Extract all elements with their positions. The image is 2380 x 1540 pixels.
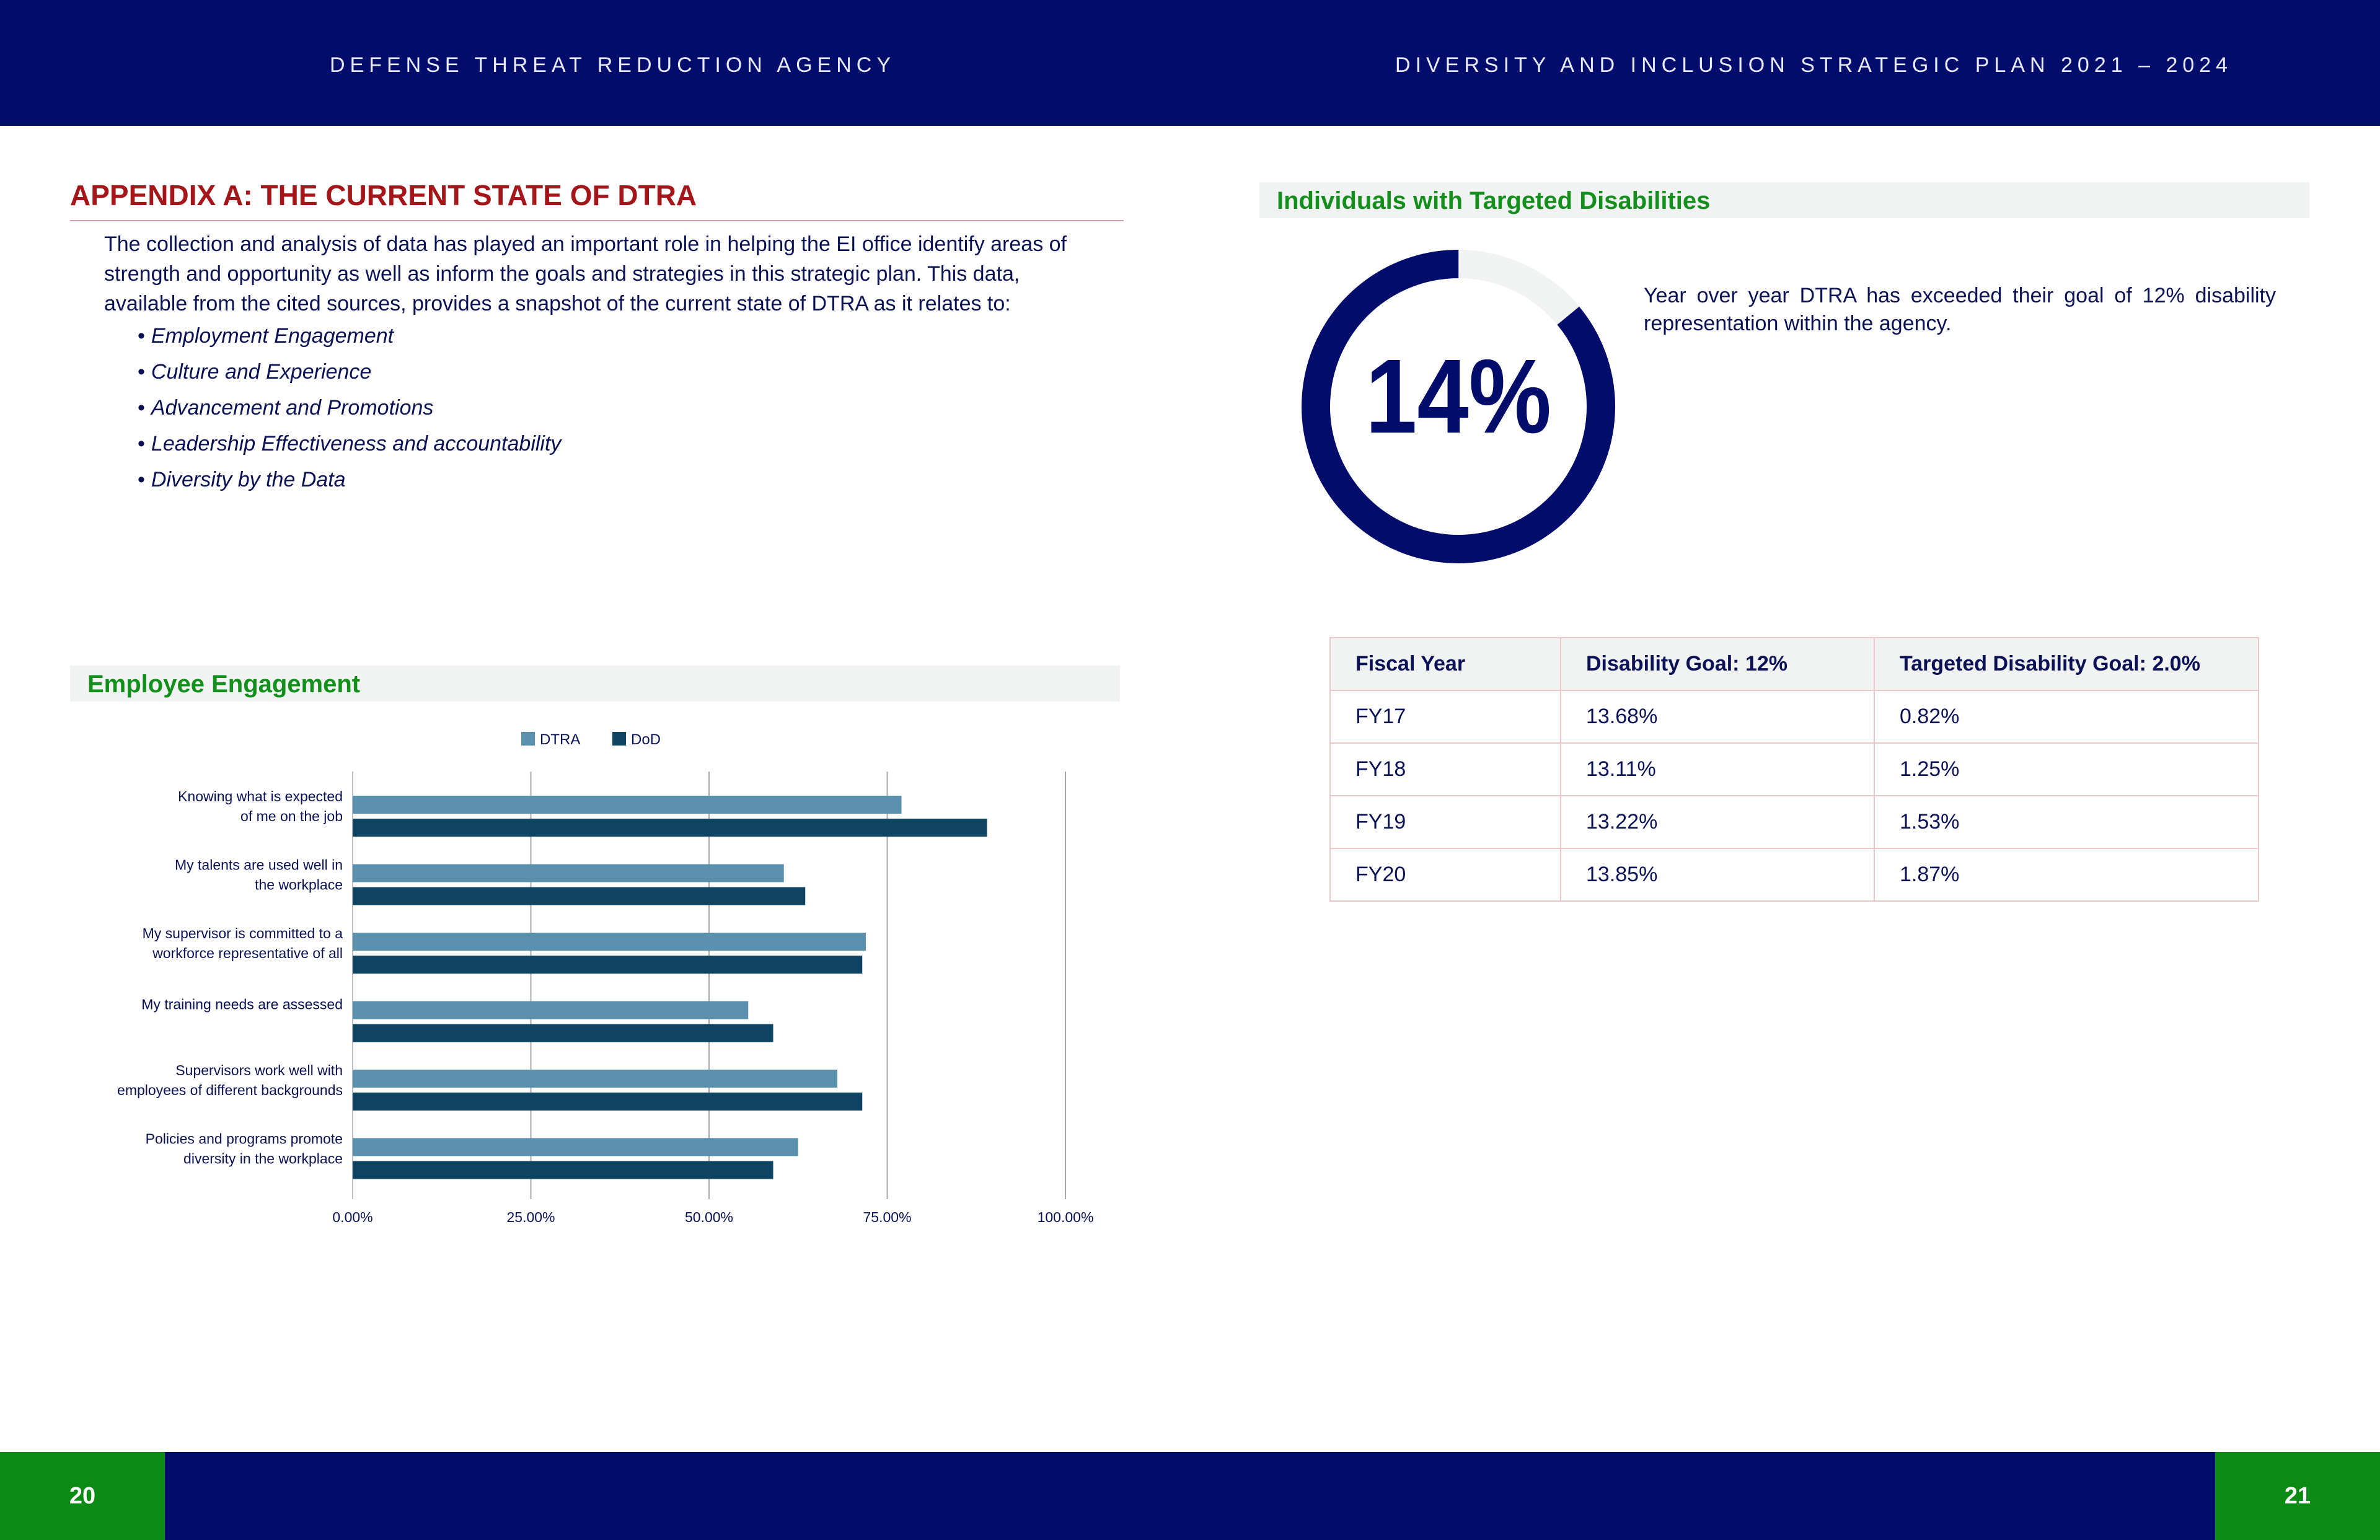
table-cell: 13.68% <box>1560 690 1875 744</box>
table-cell: 13.85% <box>1560 848 1875 902</box>
bar-dtra <box>353 1001 749 1019</box>
appendix-title: APPENDIX A: THE CURRENT STATE OF DTRA <box>70 179 697 211</box>
list-item: • Culture and Experience <box>138 360 372 384</box>
table-cell: 0.82% <box>1874 690 2259 744</box>
table-cell: 13.22% <box>1560 795 1875 849</box>
title-divider <box>70 220 1124 221</box>
agency-header: DEFENSE THREAT REDUCTION AGENCY <box>330 53 896 77</box>
category-label: Supervisors work well with <box>175 1062 343 1078</box>
column-header: Fiscal Year <box>1329 637 1561 691</box>
legend-label: DTRA <box>540 731 580 748</box>
legend-swatch <box>612 732 626 746</box>
category-label: My talents are used well in <box>175 857 343 873</box>
x-tick-label: 25.00% <box>506 1209 555 1225</box>
disabilities-title: Individuals with Targeted Disabilities <box>1277 187 1711 214</box>
employee-engagement-title: Employee Engagement <box>87 671 361 698</box>
legend-swatch <box>521 732 535 746</box>
legend-label: DoD <box>631 731 661 748</box>
page-number-left: 20 <box>0 1452 165 1540</box>
employee-engagement-band: Employee Engagement <box>70 666 1120 702</box>
list-item: • Diversity by the Data <box>138 468 346 491</box>
table-cell: 1.53% <box>1874 795 2259 849</box>
x-tick-label: 0.00% <box>332 1209 372 1225</box>
disability-percent-donut: 14% <box>1302 250 1615 563</box>
page-number-right: 21 <box>2215 1452 2380 1540</box>
bar-dod <box>353 887 806 905</box>
bar-dtra <box>353 864 784 882</box>
bar-dtra <box>353 933 866 951</box>
bar-dtra <box>353 1070 837 1088</box>
category-label: Knowing what is expected <box>178 788 343 804</box>
category-label: My training needs are assessed <box>141 997 343 1013</box>
category-label: employees of different backgrounds <box>117 1082 343 1098</box>
category-label: the workplace <box>255 877 343 893</box>
table-cell: FY20 <box>1329 848 1561 902</box>
table-row: FY17 13.68% 0.82% <box>1329 690 2259 744</box>
employee-engagement-chart: 0.00% 25.00% 50.00% 75.00% 100.00% DTRA DoD Kno… <box>117 731 1094 1225</box>
bar-dtra <box>353 1138 798 1156</box>
disability-description: Year over year DTRA has exceeded their g… <box>1644 284 2276 335</box>
bar-dod <box>353 956 863 974</box>
topic-list: • Employment Engagement • Culture and Expe… <box>138 318 561 498</box>
table-row: FY19 13.22% 1.53% <box>1329 795 2259 849</box>
plan-header: DIVERSITY AND INCLUSION STRATEGIC PLAN 2… <box>1395 53 2233 77</box>
column-header: Disability Goal: 12% <box>1560 637 1875 691</box>
table-cell: 1.25% <box>1874 742 2259 796</box>
table-cell: FY18 <box>1329 742 1561 796</box>
column-header: Targeted Disability Goal: 2.0% <box>1874 637 2259 691</box>
x-tick-label: 75.00% <box>863 1209 911 1225</box>
x-tick-label: 100.00% <box>1038 1209 1094 1225</box>
category-label: of me on the job <box>240 808 343 824</box>
disabilities-band: Individuals with Targeted Disabilities <box>1259 182 2309 218</box>
intro-paragraph: The collection and analysis of data has … <box>104 232 1067 315</box>
list-item: • Leadership Effectiveness and accountabi… <box>138 432 562 455</box>
donut-percent-label: 14% <box>1365 338 1551 455</box>
table-row: FY18 13.11% 1.25% <box>1329 742 2259 796</box>
page-header-bar: DEFENSE THREAT REDUCTION AGENCY DIVERSIT… <box>0 0 2380 126</box>
category-label: diversity in the workplace <box>183 1151 343 1167</box>
disability-table: Fiscal Year Disability Goal: 12% Targete… <box>1329 637 2259 902</box>
table-cell: 13.11% <box>1560 742 1875 796</box>
x-tick-label: 50.00% <box>685 1209 733 1225</box>
list-item: • Advancement and Promotions <box>138 396 434 420</box>
table-header-row: Fiscal Year Disability Goal: 12% Targete… <box>1329 637 2259 691</box>
table-row: FY20 13.85% 1.87% <box>1329 848 2259 902</box>
table-cell: 1.87% <box>1874 848 2259 902</box>
bar-dod <box>353 819 987 837</box>
bar-dod <box>353 1093 863 1111</box>
table-cell: FY17 <box>1329 690 1561 744</box>
category-label: Policies and programs promote <box>146 1131 343 1147</box>
bar-dtra <box>353 796 902 814</box>
list-item: • Employment Engagement <box>138 324 394 348</box>
bar-dod <box>353 1161 774 1179</box>
category-label: workforce representative of all <box>152 945 343 961</box>
category-label: My supervisor is committed to a <box>143 925 343 941</box>
page-footer-bar: 20 21 <box>0 1452 2380 1540</box>
table-cell: FY19 <box>1329 795 1561 849</box>
bar-dod <box>353 1024 774 1042</box>
